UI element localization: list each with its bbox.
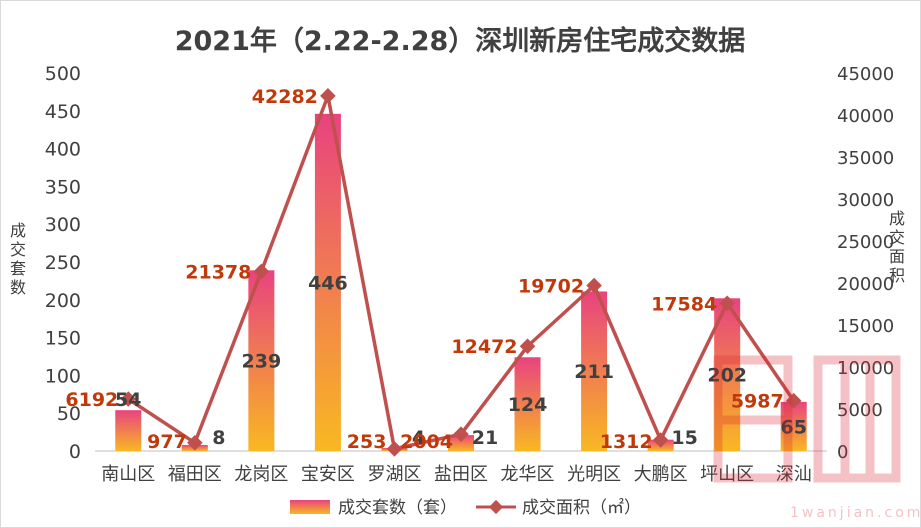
y-left-tick-label: 200 bbox=[45, 290, 81, 312]
bar bbox=[581, 291, 608, 451]
line-value-label: 977 bbox=[147, 431, 187, 453]
line-value-label: 253 bbox=[347, 431, 387, 453]
bar bbox=[780, 401, 807, 451]
y-left-tick-label: 100 bbox=[45, 365, 81, 387]
line-point bbox=[187, 435, 203, 451]
bars-layer bbox=[115, 113, 807, 451]
y-left-tick-label: 50 bbox=[57, 403, 81, 425]
x-tick-label: 罗湖区 bbox=[367, 464, 421, 485]
line-value-label: 2004 bbox=[400, 431, 453, 453]
y-left-axis-title: 成交套数 bbox=[10, 221, 26, 297]
x-tick-label: 盐田区 bbox=[434, 464, 488, 485]
bar-value-label: 4 bbox=[412, 427, 425, 449]
line-value-label: 1312 bbox=[600, 431, 653, 453]
y-right-tick-label: 40000 bbox=[837, 106, 894, 127]
y-left-tick-label: 150 bbox=[45, 328, 81, 350]
bar-value-label: 15 bbox=[671, 427, 697, 449]
line-value-label: 21378 bbox=[185, 261, 251, 283]
x-tick-label: 龙华区 bbox=[501, 464, 555, 485]
x-tick-label: 宝安区 bbox=[301, 464, 355, 485]
watermark: 1wanjian.com bbox=[713, 355, 921, 521]
line-point bbox=[120, 391, 137, 407]
y-right-tick-label: 30000 bbox=[837, 190, 894, 211]
y-left-tick-label: 350 bbox=[45, 176, 81, 198]
bar-value-label: 21 bbox=[472, 427, 498, 449]
watermark-logo-icon bbox=[713, 355, 901, 483]
watermark-url: 1wanjian.com bbox=[790, 505, 921, 521]
y-left-tick-label: 250 bbox=[45, 252, 81, 274]
bar-value-label: 54 bbox=[115, 389, 141, 411]
y-left-tick-label: 300 bbox=[45, 214, 81, 236]
x-tick-label: 光明区 bbox=[567, 464, 621, 485]
legend-line-label: 成交面积（㎡） bbox=[522, 498, 641, 518]
bar-value-label: 124 bbox=[508, 394, 548, 416]
y-left-tick-label: 0 bbox=[69, 441, 81, 463]
x-tick-label: 南山区 bbox=[101, 464, 155, 485]
bar-value-label: 446 bbox=[308, 272, 348, 294]
y-right-tick-label: 0 bbox=[837, 442, 848, 463]
y-right-tick-label: 20000 bbox=[837, 274, 894, 295]
legend-bar-swatch bbox=[290, 500, 330, 514]
bar-value-label: 211 bbox=[574, 361, 614, 383]
y-right-axis-title: 成交面积 bbox=[889, 209, 905, 285]
bar bbox=[514, 357, 541, 451]
line-value-label: 12472 bbox=[451, 336, 517, 358]
y-right-tick-label: 35000 bbox=[837, 148, 894, 169]
legend-bar-label: 成交套数（套） bbox=[338, 498, 457, 518]
y-right-tick-label: 5000 bbox=[837, 400, 883, 421]
x-tick-label: 深汕 bbox=[776, 464, 812, 485]
x-tick-label: 大鹏区 bbox=[634, 464, 688, 485]
line-value-label: 42282 bbox=[252, 86, 318, 108]
line-value-label: 17584 bbox=[651, 293, 717, 315]
axes-layer: 0501001502002503003504004505000500010000… bbox=[10, 63, 905, 485]
y-right-tick-label: 15000 bbox=[837, 316, 894, 337]
bar-value-label: 239 bbox=[242, 351, 282, 373]
bar bbox=[248, 270, 275, 451]
bar-value-label: 202 bbox=[707, 365, 747, 387]
line-point bbox=[253, 263, 270, 280]
x-tick-label: 龙岗区 bbox=[234, 464, 288, 485]
y-left-tick-label: 450 bbox=[45, 101, 81, 123]
chart-title: 2021年（2.22-2.28）深圳新房住宅成交数据 bbox=[175, 25, 746, 57]
labels-layer: 54 8 239 446 4 21 124 211 15 202 65 6192 977 21378 422… bbox=[65, 86, 807, 453]
bar-value-label: 65 bbox=[781, 416, 807, 438]
bar bbox=[115, 410, 142, 451]
line-value-label: 6192 bbox=[65, 389, 118, 411]
legend-line-marker bbox=[488, 499, 504, 515]
x-tick-label: 坪山区 bbox=[700, 464, 754, 485]
y-left-tick-label: 400 bbox=[45, 139, 81, 161]
bar bbox=[448, 435, 474, 451]
legend: 成交套数（套） 成交面积（㎡） bbox=[290, 498, 641, 518]
y-right-tick-label: 45000 bbox=[837, 64, 894, 85]
line-value-label: 5987 bbox=[731, 391, 784, 413]
bar-value-label: 8 bbox=[212, 427, 225, 449]
y-left-tick-label: 500 bbox=[45, 63, 81, 85]
line-value-label: 19702 bbox=[518, 276, 584, 298]
bar bbox=[314, 113, 341, 451]
y-right-tick-label: 10000 bbox=[837, 358, 894, 379]
y-right-tick-label: 25000 bbox=[837, 232, 894, 253]
x-tick-label: 福田区 bbox=[168, 464, 222, 485]
